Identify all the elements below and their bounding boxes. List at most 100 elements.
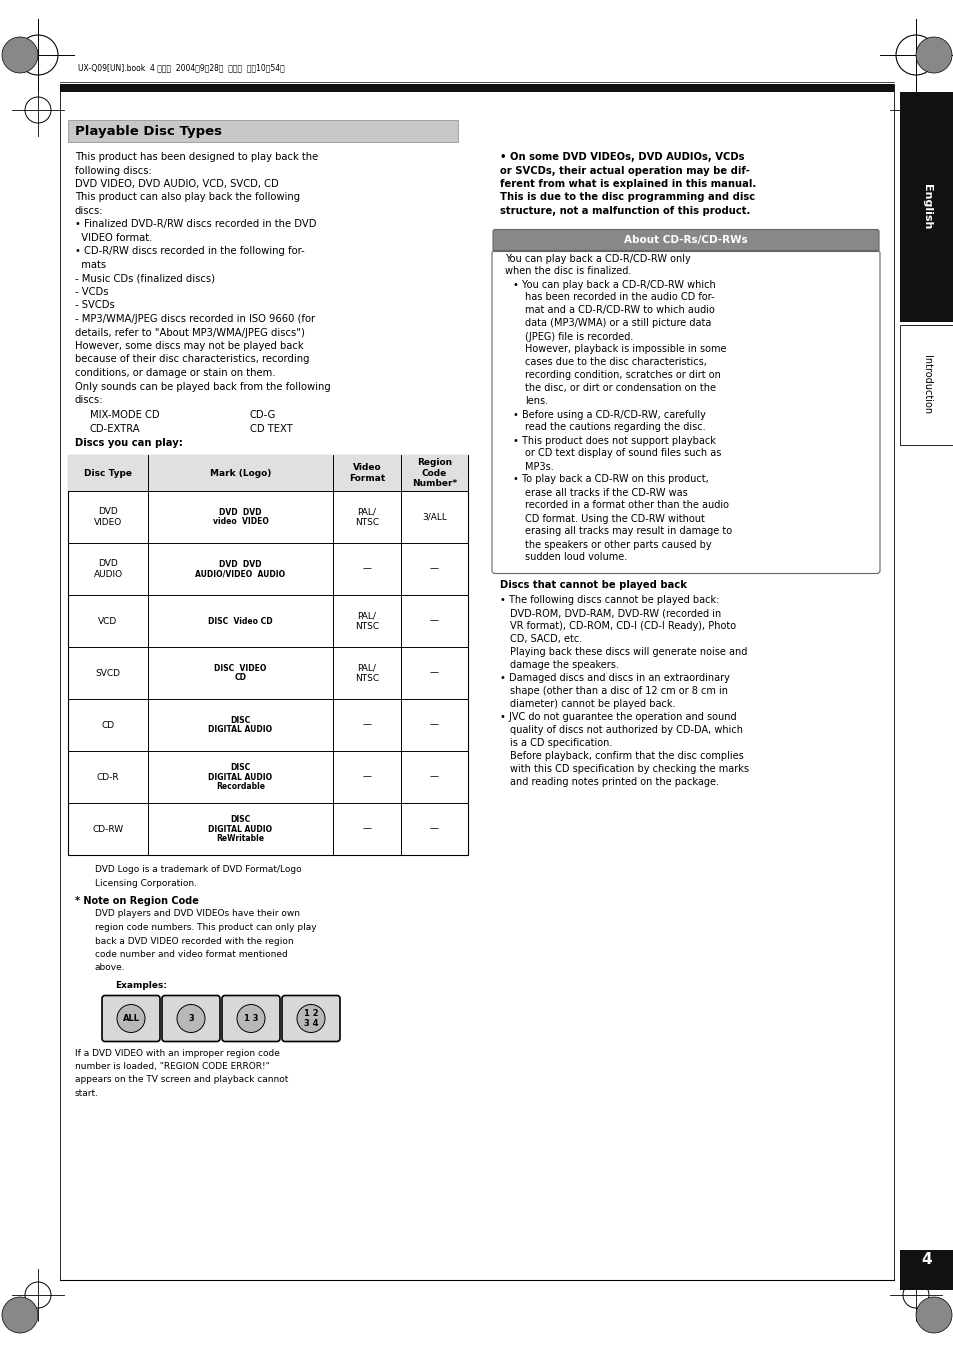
Text: DISC
DIGITAL AUDIO
Recordable: DISC DIGITAL AUDIO Recordable [208, 763, 273, 792]
Text: structure, not a malfunction of this product.: structure, not a malfunction of this pro… [499, 205, 750, 216]
Text: or CD text display of sound files such as: or CD text display of sound files such a… [524, 449, 720, 458]
Text: (JPEG) file is recorded.: (JPEG) file is recorded. [524, 331, 633, 342]
Text: However, playback is impossible in some: However, playback is impossible in some [524, 345, 726, 354]
Text: number is loaded, "REGION CODE ERROR!": number is loaded, "REGION CODE ERROR!" [75, 1062, 270, 1071]
Text: damage the speakers.: damage the speakers. [510, 661, 618, 670]
Text: • Before using a CD-R/CD-RW, carefully: • Before using a CD-R/CD-RW, carefully [513, 409, 705, 420]
Text: quality of discs not authorized by CD-DA, which: quality of discs not authorized by CD-DA… [510, 725, 742, 735]
Text: when the disc is finalized.: when the disc is finalized. [504, 266, 631, 277]
Text: DVD Logo is a trademark of DVD Format/Logo: DVD Logo is a trademark of DVD Format/Lo… [95, 865, 301, 874]
Text: region code numbers. This product can only play: region code numbers. This product can on… [95, 923, 316, 932]
Text: Only sounds can be played back from the following: Only sounds can be played back from the … [75, 381, 331, 392]
Text: Mark (Logo): Mark (Logo) [210, 469, 271, 477]
Text: Video
Format: Video Format [349, 463, 385, 482]
Text: * Note on Region Code: * Note on Region Code [75, 896, 198, 907]
Text: SVCD: SVCD [95, 669, 120, 677]
Text: code number and video format mentioned: code number and video format mentioned [95, 950, 288, 959]
Text: This product has been designed to play back the: This product has been designed to play b… [75, 153, 318, 162]
Circle shape [177, 1005, 205, 1032]
Text: —: — [430, 669, 438, 677]
Text: CD-G: CD-G [250, 411, 276, 420]
Text: CD-EXTRA: CD-EXTRA [90, 424, 140, 434]
Text: PAL/
NTSC: PAL/ NTSC [355, 611, 378, 631]
Text: —: — [430, 824, 438, 834]
Circle shape [915, 1297, 951, 1333]
Text: mats: mats [75, 259, 106, 270]
Text: is a CD specification.: is a CD specification. [510, 738, 612, 748]
Text: sudden loud volume.: sudden loud volume. [524, 553, 626, 562]
Bar [68, 455, 468, 855]
Text: 1 3: 1 3 [244, 1015, 258, 1023]
Text: DVD players and DVD VIDEOs have their own: DVD players and DVD VIDEOs have their ow… [95, 909, 299, 919]
Text: - VCDs: - VCDs [75, 286, 109, 297]
Text: ALL: ALL [122, 1015, 139, 1023]
Text: CD-RW: CD-RW [92, 824, 124, 834]
Circle shape [296, 1005, 325, 1032]
Text: VCD: VCD [98, 616, 117, 626]
Text: English: English [921, 184, 931, 230]
FancyBboxPatch shape [162, 996, 220, 1042]
Text: and reading notes printed on the package.: and reading notes printed on the package… [510, 777, 719, 788]
Text: You can play back a CD-R/CD-RW only: You can play back a CD-R/CD-RW only [504, 254, 690, 263]
Text: ferent from what is explained in this manual.: ferent from what is explained in this ma… [499, 178, 756, 189]
Text: • You can play back a CD-R/CD-RW which: • You can play back a CD-R/CD-RW which [513, 280, 715, 289]
Text: • Damaged discs and discs in an extraordinary: • Damaged discs and discs in an extraord… [499, 673, 729, 684]
Text: lens.: lens. [524, 396, 548, 407]
Text: DVD-ROM, DVD-RAM, DVD-RW (recorded in: DVD-ROM, DVD-RAM, DVD-RW (recorded in [510, 608, 720, 617]
Bar [60, 84, 893, 92]
Circle shape [236, 1005, 265, 1032]
Text: above.: above. [95, 963, 126, 973]
Text: MP3s.: MP3s. [524, 462, 553, 471]
Text: UX-Q09[UN].book  4 ページ  2004年9月28日  火曜日  午前10時54分: UX-Q09[UN].book 4 ページ 2004年9月28日 火曜日 午前1… [78, 63, 284, 73]
Text: CD format. Using the CD-RW without: CD format. Using the CD-RW without [524, 513, 704, 523]
Text: Region
Code
Number*: Region Code Number* [412, 458, 456, 488]
Text: shape (other than a disc of 12 cm or 8 cm in: shape (other than a disc of 12 cm or 8 c… [510, 686, 727, 696]
Text: details, refer to "About MP3/WMA/JPEG discs"): details, refer to "About MP3/WMA/JPEG di… [75, 327, 305, 338]
FancyBboxPatch shape [493, 230, 878, 251]
Text: —: — [430, 773, 438, 781]
Text: read the cautions regarding the disc.: read the cautions regarding the disc. [524, 423, 705, 432]
Text: the speakers or other parts caused by: the speakers or other parts caused by [524, 539, 711, 550]
Bar [899, 326, 953, 444]
Text: DISC
DIGITAL AUDIO: DISC DIGITAL AUDIO [208, 716, 273, 735]
FancyBboxPatch shape [282, 996, 339, 1042]
Text: • JVC do not guarantee the operation and sound: • JVC do not guarantee the operation and… [499, 712, 736, 721]
Text: DISC  Video CD: DISC Video CD [208, 616, 273, 626]
Text: —: — [430, 616, 438, 626]
Text: However, some discs may not be played back: However, some discs may not be played ba… [75, 340, 303, 351]
Text: DVD  DVD
video  VIDEO: DVD DVD video VIDEO [213, 508, 268, 527]
Text: with this CD specification by checking the marks: with this CD specification by checking t… [510, 765, 748, 774]
Text: because of their disc characteristics, recording: because of their disc characteristics, r… [75, 354, 309, 365]
Text: discs:: discs: [75, 394, 103, 405]
Text: —: — [430, 565, 438, 574]
Text: DVD
VIDEO: DVD VIDEO [93, 507, 122, 527]
Circle shape [2, 36, 38, 73]
Text: the disc, or dirt or condensation on the: the disc, or dirt or condensation on the [524, 384, 716, 393]
Text: Discs you can play:: Discs you can play: [75, 438, 183, 447]
Text: Playable Disc Types: Playable Disc Types [75, 124, 222, 138]
Text: erasing all tracks may result in damage to: erasing all tracks may result in damage … [524, 527, 731, 536]
Text: CD, SACD, etc.: CD, SACD, etc. [510, 634, 581, 644]
Text: following discs:: following discs: [75, 166, 152, 176]
Bar [899, 1250, 953, 1290]
Text: About CD-Rs/CD-RWs: About CD-Rs/CD-RWs [623, 235, 747, 246]
Text: diameter) cannot be played back.: diameter) cannot be played back. [510, 698, 675, 709]
Text: CD TEXT: CD TEXT [250, 424, 293, 434]
Text: • Finalized DVD-R/RW discs recorded in the DVD: • Finalized DVD-R/RW discs recorded in t… [75, 219, 316, 230]
Circle shape [915, 36, 951, 73]
Text: Discs that cannot be played back: Discs that cannot be played back [499, 580, 686, 589]
Text: discs:: discs: [75, 205, 103, 216]
Text: VR format), CD-ROM, CD-I (CD-I Ready), Photo: VR format), CD-ROM, CD-I (CD-I Ready), P… [510, 621, 736, 631]
Text: VIDEO format.: VIDEO format. [75, 232, 152, 243]
Text: Playing back these discs will generate noise and: Playing back these discs will generate n… [510, 647, 746, 657]
Text: PAL/
NTSC: PAL/ NTSC [355, 663, 378, 682]
Text: appears on the TV screen and playback cannot: appears on the TV screen and playback ca… [75, 1075, 288, 1085]
FancyBboxPatch shape [222, 996, 280, 1042]
Text: MIX-MODE CD: MIX-MODE CD [90, 411, 159, 420]
Text: - SVCDs: - SVCDs [75, 300, 114, 311]
Text: • On some DVD VIDEOs, DVD AUDIOs, VCDs: • On some DVD VIDEOs, DVD AUDIOs, VCDs [499, 153, 743, 162]
Text: CD-R: CD-R [96, 773, 119, 781]
Text: DVD VIDEO, DVD AUDIO, VCD, SVCD, CD: DVD VIDEO, DVD AUDIO, VCD, SVCD, CD [75, 178, 278, 189]
Text: DISC
DIGITAL AUDIO
ReWritable: DISC DIGITAL AUDIO ReWritable [208, 815, 273, 843]
Text: —: — [362, 824, 371, 834]
